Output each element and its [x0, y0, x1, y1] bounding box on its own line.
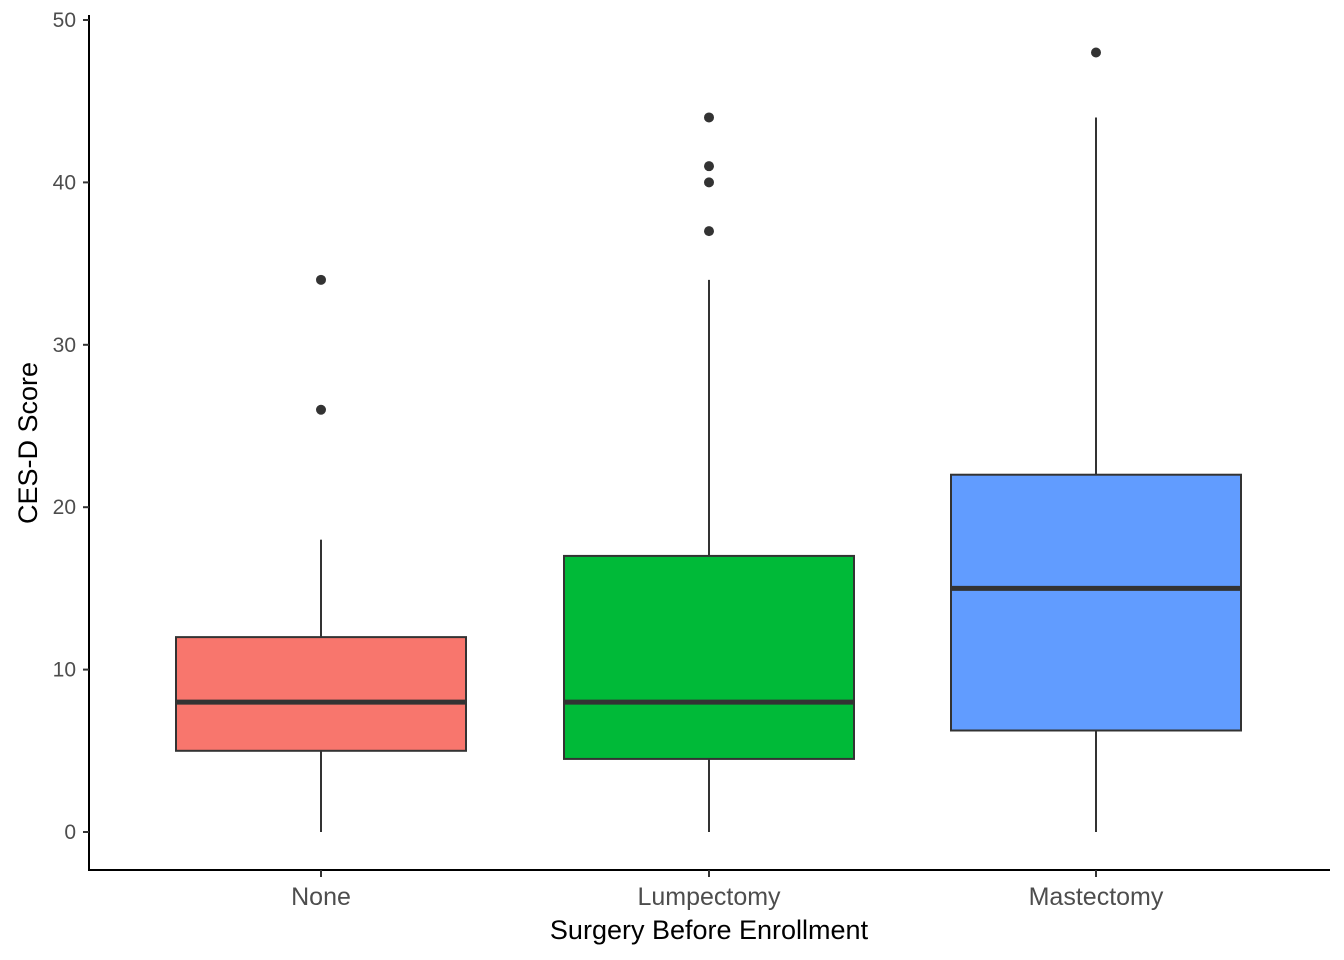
x-tick-label: Lumpectomy	[637, 883, 781, 911]
x-ticks-layer: None Lumpectomy Mastectomy	[291, 870, 1164, 911]
y-ticks-layer: 0 10 20 30 40 50	[53, 9, 89, 844]
box-iqr	[563, 554, 855, 760]
y-tick-label: 20	[53, 496, 76, 519]
y-tick-label: 10	[53, 659, 76, 682]
outlier-point	[704, 177, 714, 188]
y-tick-label: 50	[53, 9, 76, 32]
outlier-point	[316, 404, 326, 415]
box-group-mastectomy	[950, 47, 1242, 832]
y-tick-label: 40	[53, 171, 76, 194]
box-group-lumpectomy	[563, 112, 855, 832]
box-group-none	[175, 274, 467, 832]
outlier-point	[704, 161, 714, 172]
outlier-point	[1091, 47, 1101, 58]
x-tick-label: Mastectomy	[1029, 883, 1164, 911]
y-tick-label: 30	[53, 334, 76, 357]
y-tick-label: 0	[64, 821, 76, 844]
boxes-layer	[175, 47, 1242, 832]
x-tick-label: None	[291, 883, 351, 911]
outlier-point	[316, 274, 326, 285]
outlier-point	[704, 226, 714, 237]
y-axis-title: CES-D Score	[13, 362, 43, 524]
box-iqr	[950, 473, 1242, 732]
box-iqr	[175, 636, 467, 752]
outlier-point	[704, 112, 714, 123]
x-axis-title: Surgery Before Enrollment	[550, 915, 869, 945]
